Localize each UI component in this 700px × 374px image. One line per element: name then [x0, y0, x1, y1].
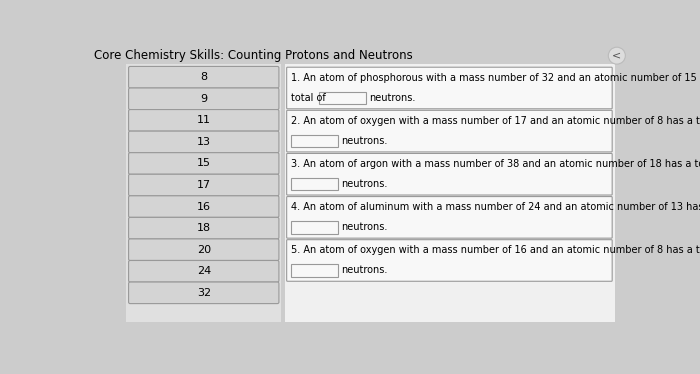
Text: 9: 9 — [200, 94, 207, 104]
FancyBboxPatch shape — [129, 88, 279, 110]
Text: 24: 24 — [197, 266, 211, 276]
Text: <: < — [612, 50, 622, 61]
FancyBboxPatch shape — [287, 153, 612, 195]
FancyBboxPatch shape — [129, 67, 279, 88]
FancyBboxPatch shape — [129, 174, 279, 196]
FancyBboxPatch shape — [291, 264, 338, 277]
FancyBboxPatch shape — [285, 64, 615, 322]
FancyBboxPatch shape — [129, 131, 279, 153]
FancyBboxPatch shape — [129, 282, 279, 304]
Text: neutrons.: neutrons. — [341, 266, 387, 276]
Text: 18: 18 — [197, 223, 211, 233]
FancyBboxPatch shape — [287, 110, 612, 152]
FancyBboxPatch shape — [287, 67, 612, 109]
FancyBboxPatch shape — [129, 110, 279, 131]
FancyBboxPatch shape — [291, 221, 338, 233]
Text: Core Chemistry Skills: Counting Protons and Neutrons: Core Chemistry Skills: Counting Protons … — [94, 49, 412, 62]
FancyBboxPatch shape — [287, 197, 612, 238]
Text: 20: 20 — [197, 245, 211, 255]
Text: 4. An atom of aluminum with a mass number of 24 and an atomic number of 13 has a: 4. An atom of aluminum with a mass numbe… — [291, 202, 700, 212]
Text: neutrons.: neutrons. — [341, 223, 387, 232]
Text: 32: 32 — [197, 288, 211, 298]
FancyBboxPatch shape — [287, 240, 612, 281]
FancyBboxPatch shape — [291, 135, 338, 147]
Text: 5. An atom of oxygen with a mass number of 16 and an atomic number of 8 has a to: 5. An atom of oxygen with a mass number … — [291, 245, 700, 255]
Text: 1. An atom of phosphorous with a mass number of 32 and an atomic number of 15 ha: 1. An atom of phosphorous with a mass nu… — [291, 73, 700, 83]
FancyBboxPatch shape — [319, 92, 365, 104]
Text: 15: 15 — [197, 159, 211, 168]
FancyBboxPatch shape — [129, 153, 279, 174]
FancyBboxPatch shape — [129, 217, 279, 239]
FancyBboxPatch shape — [126, 64, 281, 322]
FancyBboxPatch shape — [129, 196, 279, 217]
Circle shape — [608, 47, 625, 64]
FancyBboxPatch shape — [129, 260, 279, 282]
Text: 16: 16 — [197, 202, 211, 212]
FancyBboxPatch shape — [291, 178, 338, 190]
Text: neutrons.: neutrons. — [341, 179, 387, 189]
Text: 11: 11 — [197, 115, 211, 125]
Text: neutrons.: neutrons. — [341, 136, 387, 146]
Text: 13: 13 — [197, 137, 211, 147]
Text: neutrons.: neutrons. — [369, 93, 415, 103]
Text: 17: 17 — [197, 180, 211, 190]
Text: 8: 8 — [200, 72, 207, 82]
Text: 2. An atom of oxygen with a mass number of 17 and an atomic number of 8 has a to: 2. An atom of oxygen with a mass number … — [291, 116, 700, 126]
Text: total of: total of — [291, 93, 326, 103]
FancyBboxPatch shape — [129, 239, 279, 260]
Text: 3. An atom of argon with a mass number of 38 and an atomic number of 18 has a to: 3. An atom of argon with a mass number o… — [291, 159, 700, 169]
